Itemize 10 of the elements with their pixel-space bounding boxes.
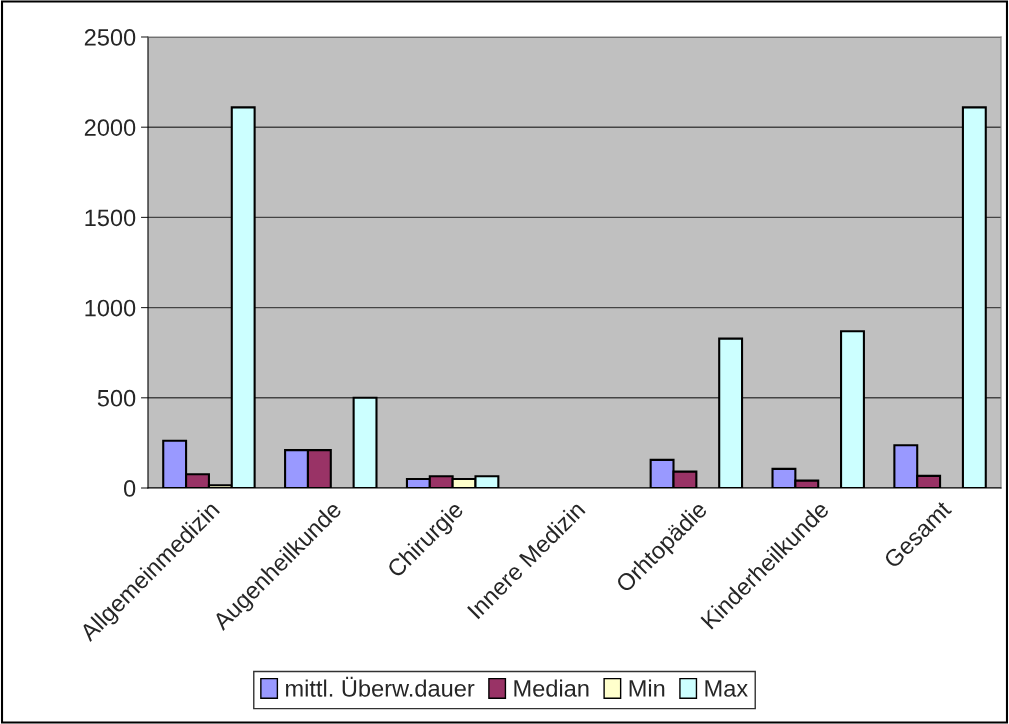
legend-label: Min — [629, 679, 665, 697]
y-tick-label: 1500 — [85, 209, 136, 227]
legend-label: mittl. Überw.dauer — [286, 676, 475, 697]
y-tick-label: 2000 — [84, 119, 136, 136]
legend-label: Max — [705, 680, 748, 697]
legend-label: Median — [514, 679, 589, 697]
y-tick-label: 2500 — [84, 29, 136, 46]
y-tick-label: 0 — [123, 480, 136, 497]
y-tick-label: 500 — [97, 389, 136, 407]
y-tick-label: 1000 — [85, 299, 136, 317]
